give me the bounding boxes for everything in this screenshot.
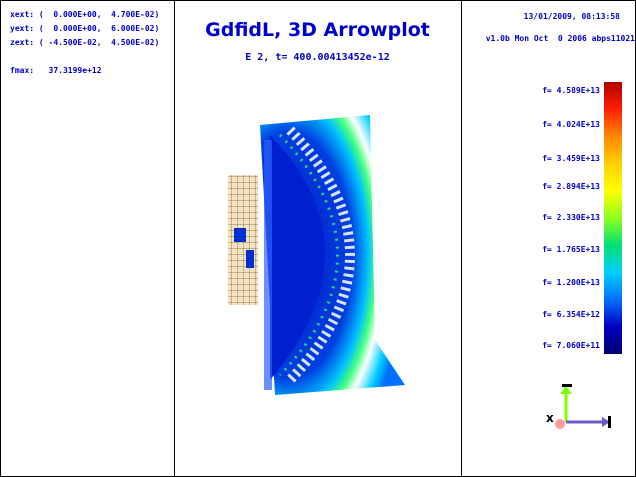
legend-label-6: f= 1.765E+13: [542, 245, 600, 254]
version-label: v1.0b Mon Oct 0 2006 abps11021: [485, 34, 635, 43]
svg-text:x: x: [546, 411, 554, 425]
legend-label-7: f= 1.200E+13: [542, 278, 600, 287]
yext-label: yext: ( 0.000E+00, 6.000E-02): [10, 24, 160, 33]
legend-label-2: f= 4.024E+13: [542, 120, 600, 129]
legend-label-8: f= 6.354E+12: [542, 310, 600, 319]
plot-subtitle: E 2, t= 400.00413452e-12: [245, 52, 390, 63]
legend-label-1: f= 4.589E+13: [542, 86, 600, 95]
field-arrow-plot: [228, 115, 405, 395]
legend-label-5: f= 2.330E+13: [542, 213, 600, 222]
right-divider: [461, 0, 462, 477]
timestamp: 13/01/2009, 08:13:58: [523, 12, 620, 21]
left-divider: [174, 0, 175, 477]
legend-label-4: f= 2.894E+13: [542, 182, 600, 191]
zext-label: zext: ( -4.500E-02, 4.500E-02): [10, 38, 160, 47]
page-title: GdfidL, 3D Arrowplot: [205, 19, 430, 41]
axis-triad-icon: x: [546, 384, 611, 429]
field-core: [270, 135, 325, 380]
color-bar: [604, 82, 622, 354]
fmax-label: fmax: 37.3199e+12: [10, 66, 102, 75]
legend-label-9: f= 7.060E+11: [542, 341, 600, 350]
xext-label: xext: ( 0.000E+00, 4.700E-02): [10, 10, 160, 19]
legend-label-3: f= 3.459E+13: [542, 154, 600, 163]
